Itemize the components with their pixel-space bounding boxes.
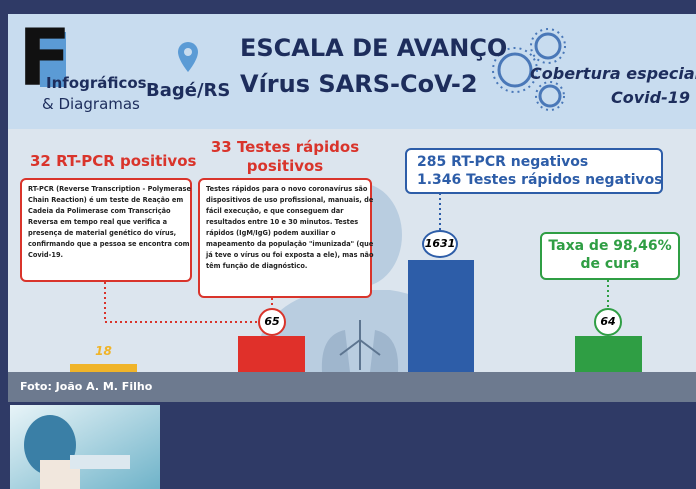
panel-title: positivos <box>198 157 372 175</box>
panel-text: rápidos (IgM/IgG) podem auxiliar o <box>206 228 364 239</box>
page: F Infográficos & Diagramas Bagé/RS ESCAL… <box>0 0 696 489</box>
panel-text: Reversa em tempo real que verifica a <box>28 217 184 228</box>
panel-text: confirmando que a pessoa se encontra com <box>28 239 184 250</box>
panel-text: mapeamento da população "imunizada" (que <box>206 239 364 250</box>
caption: Foto: João A. M. Filho <box>20 380 152 393</box>
panel-title: 1.346 Testes rápidos negativos <box>417 171 651 189</box>
panel-title: 285 RT-PCR negativos <box>417 153 651 171</box>
location: Bagé/RS <box>146 80 230 101</box>
bar-label: 1631 <box>422 230 458 258</box>
panel-text: Testes rápidos para o novo coronavírus s… <box>206 184 364 195</box>
logo-line: & Diagramas <box>42 95 140 113</box>
panel-text: dispositivos de uso profissional, manuai… <box>206 195 364 206</box>
panel-text: já teve o vírus ou foi exposta a ele), m… <box>206 250 364 261</box>
panel-text: Cadeia da Polimerase com Transcrição <box>28 206 184 217</box>
panel-box: Testes rápidos para o novo coronavírus s… <box>198 178 372 298</box>
panel-box: 285 RT-PCR negativos 1.346 Testes rápido… <box>405 148 663 194</box>
bar-label: 65 <box>258 308 286 336</box>
panel-title: de cura <box>542 255 678 273</box>
panel-text: presença de material genético do vírus, <box>28 228 184 239</box>
panel-text: têm função de diagnóstico. <box>206 261 364 272</box>
title: Vírus SARS-CoV-2 <box>240 70 470 98</box>
panel-title: 33 Testes rápidos <box>198 138 372 156</box>
logo-line: Infográficos <box>46 74 147 92</box>
panel-text: Chain Reaction) é um teste de Reação em <box>28 195 184 206</box>
bar-yellow <box>70 364 137 372</box>
title: ESCALA DE AVANÇO <box>240 34 470 62</box>
panel-box: Taxa de 98,46% de cura <box>540 232 680 280</box>
bar-label: 18 <box>80 344 127 358</box>
panel-text: Covid-19. <box>28 250 184 261</box>
special: Cobertura especial <box>530 64 690 83</box>
panel-text: RT-PCR (Reverse Transcription - Polymera… <box>28 184 184 195</box>
special: Covid-19 <box>530 88 690 107</box>
panel-title: Taxa de 98,46% <box>542 237 678 255</box>
panel-title: 32 RT-PCR positivos <box>30 152 196 170</box>
bar-green <box>575 336 642 372</box>
panel-text: resultados entre 10 e 30 minutos. Testes <box>206 217 364 228</box>
bar-blue <box>408 260 474 372</box>
bar-red <box>238 336 305 372</box>
panel-text: fácil execução, e que conseguem dar <box>206 206 364 217</box>
panel-box: RT-PCR (Reverse Transcription - Polymera… <box>20 178 192 282</box>
bar-label: 64 <box>594 308 622 336</box>
thumbnail <box>10 405 160 489</box>
